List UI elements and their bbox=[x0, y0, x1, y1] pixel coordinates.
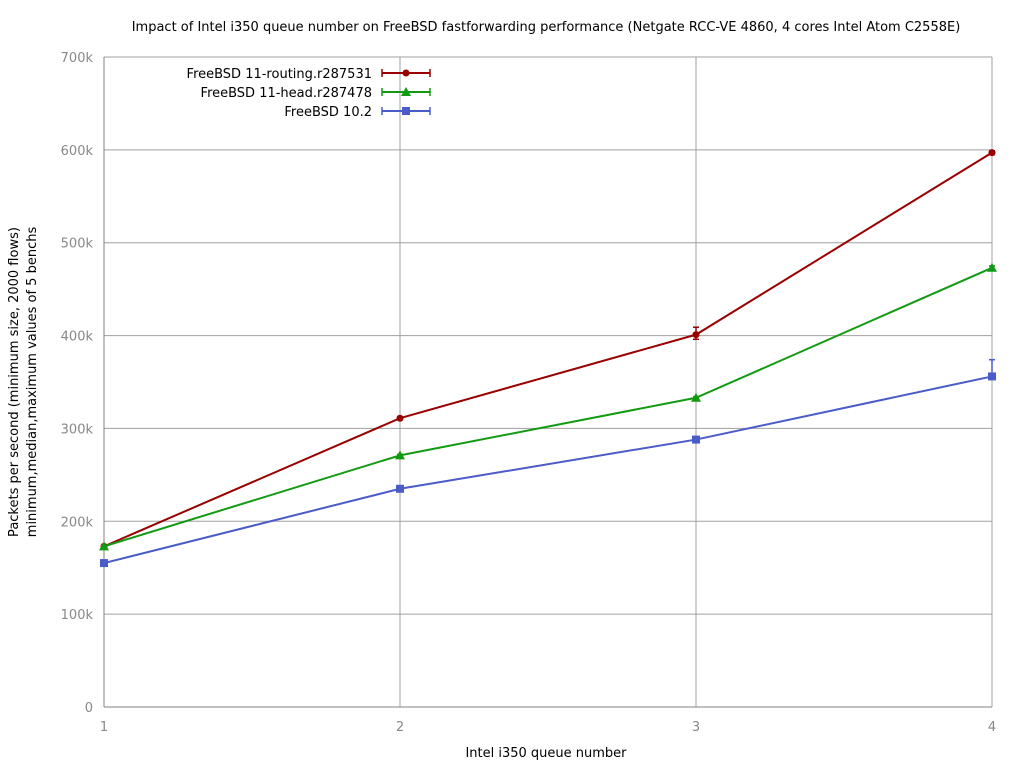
y-tick-labels: 0 100k 200k 300k 400k 500k 600k 700k bbox=[61, 51, 94, 716]
x-tick-label-3: 4 bbox=[988, 720, 996, 735]
y-tick-label-3: 300k bbox=[61, 422, 94, 437]
legend-entry-0: FreeBSD 11-routing.r287531 bbox=[187, 67, 431, 82]
grid bbox=[104, 56, 993, 707]
legend-label-1: FreeBSD 11-head.r287478 bbox=[201, 86, 372, 101]
y-tick-label-5: 500k bbox=[61, 237, 94, 252]
legend-entry-2: FreeBSD 10.2 bbox=[284, 105, 431, 120]
data-point-2-3 bbox=[988, 372, 996, 381]
series-2 bbox=[100, 358, 996, 568]
data-point-1-2 bbox=[691, 392, 701, 402]
series-line-2 bbox=[103, 375, 993, 565]
x-axis-label: Intel i350 queue number bbox=[465, 746, 627, 761]
data-point-0-2 bbox=[692, 331, 700, 339]
legend-label-2: FreeBSD 10.2 bbox=[284, 105, 372, 120]
series-line-0 bbox=[103, 151, 993, 548]
data-point-1-0 bbox=[99, 541, 109, 551]
data-point-2-1 bbox=[396, 484, 404, 493]
data-point-0-1 bbox=[396, 414, 404, 422]
legend-label-0: FreeBSD 11-routing.r287531 bbox=[187, 67, 372, 82]
x-tick-label-2: 3 bbox=[692, 720, 700, 735]
legend-marker-0 bbox=[402, 69, 410, 77]
y-tick-label-7: 700k bbox=[61, 51, 94, 66]
series-line-1 bbox=[103, 266, 993, 548]
data-point-2-2 bbox=[692, 435, 700, 444]
series-0 bbox=[100, 149, 996, 550]
chart-title: Impact of Intel i350 queue number on Fre… bbox=[132, 20, 961, 35]
legend: FreeBSD 11-routing.r287531 FreeBSD 11-hea… bbox=[187, 67, 431, 120]
y-tick-label-1: 100k bbox=[61, 608, 94, 623]
x-tick-label-1: 2 bbox=[396, 720, 404, 735]
data-point-1-3 bbox=[987, 262, 997, 272]
axes bbox=[103, 57, 992, 708]
data-point-1-1 bbox=[395, 450, 405, 460]
y-axis-label-line2: minimum,median,maximum values of 5 bench… bbox=[25, 227, 40, 538]
legend-marker-1 bbox=[401, 87, 411, 96]
series-group bbox=[99, 149, 997, 568]
y-tick-label-2: 200k bbox=[61, 515, 94, 530]
x-tick-label-0: 1 bbox=[100, 720, 108, 735]
legend-entry-1: FreeBSD 11-head.r287478 bbox=[201, 86, 431, 101]
y-tick-label-0: 0 bbox=[85, 701, 93, 716]
x-tick-labels: 1 2 3 4 bbox=[100, 720, 996, 735]
data-point-2-0 bbox=[100, 559, 108, 568]
y-tick-label-4: 400k bbox=[61, 330, 94, 345]
data-point-0-3 bbox=[988, 149, 996, 157]
series-1 bbox=[99, 262, 997, 551]
y-tick-label-6: 600k bbox=[61, 144, 94, 159]
y-axis-label-line1: Packets per second (minimum size, 2000 f… bbox=[7, 227, 22, 537]
legend-marker-2 bbox=[402, 107, 410, 115]
